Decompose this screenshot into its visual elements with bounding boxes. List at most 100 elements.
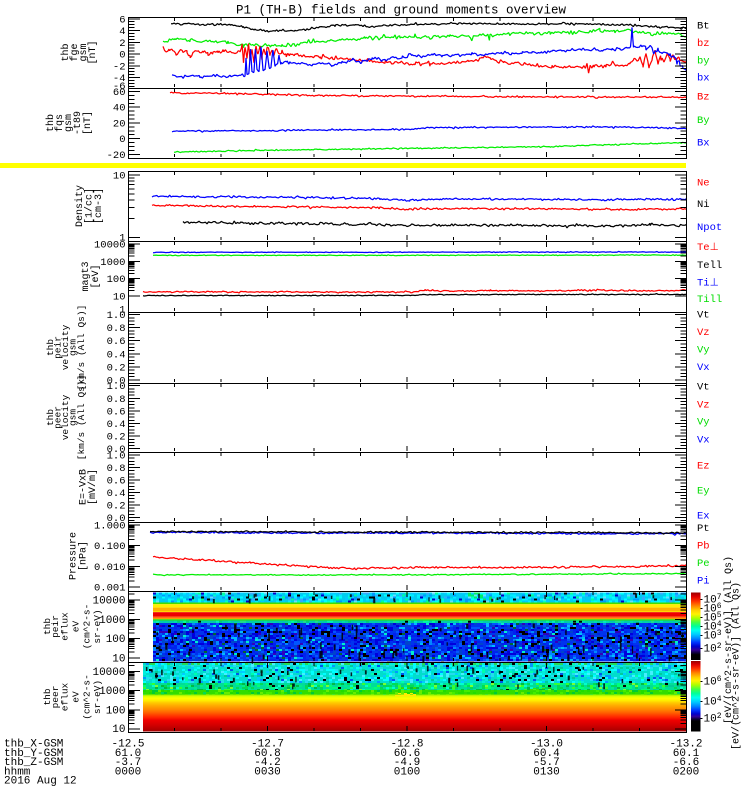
svg-text:Till: Till [697,294,722,306]
svg-text:sr-eV): sr-eV) [92,680,103,714]
svg-text:Vy: Vy [697,345,710,357]
svg-text:thb: thb [45,339,56,356]
svg-text:-13.2: -13.2 [669,739,702,751]
svg-text:gsm: gsm [79,43,90,61]
svg-text:[1/cc]: [1/cc] [84,188,96,224]
svg-text:Ex: Ex [697,511,710,523]
svg-text:1000: 1000 [99,615,125,627]
svg-text:eV: eV [71,691,82,703]
svg-text:[nPa]: [nPa] [78,541,90,571]
svg-text:60.8: 60.8 [254,748,280,760]
svg-text:-t89: -t89 [73,111,84,135]
svg-text:0.4: 0.4 [107,419,126,431]
svg-text:[km/s (All Qs)]: [km/s (All Qs)] [76,305,87,391]
svg-text:thb: thb [45,409,56,426]
svg-text:10000: 10000 [92,667,125,679]
svg-text:0.2: 0.2 [107,500,126,512]
svg-text:0.001: 0.001 [94,583,126,595]
svg-text:gsm: gsm [68,409,79,426]
svg-text:-6.6: -6.6 [673,757,699,769]
svg-text:(cm^2-s-: (cm^2-s- [82,604,93,650]
svg-text:Pi: Pi [697,576,710,588]
svg-text:Vt: Vt [697,310,710,322]
svg-text:Ey: Ey [697,486,710,498]
svg-text:100: 100 [107,274,126,286]
svg-text:[eV/(cm^2-s-sr-eV)] (All Qs): [eV/(cm^2-s-sr-eV)] (All Qs) [731,582,743,750]
svg-text:0.8: 0.8 [107,463,126,475]
svg-text:-13.0: -13.0 [530,739,563,751]
svg-text:0: 0 [119,134,125,146]
svg-text:0.8: 0.8 [107,394,126,406]
svg-text:-4: -4 [113,73,126,85]
svg-text:10: 10 [112,724,125,736]
svg-text:Npot: Npot [697,222,722,234]
svg-text:-5.7: -5.7 [533,757,559,769]
svg-text:1.0: 1.0 [107,451,126,463]
svg-text:bx: bx [697,73,710,85]
svg-text:Vx: Vx [697,435,710,447]
svg-text:thb: thb [42,618,53,635]
svg-text:[mV/m]: [mV/m] [87,469,99,505]
svg-text:60: 60 [113,87,126,99]
svg-text:velocity: velocity [60,324,71,370]
svg-text:magt3: magt3 [81,261,92,291]
svg-text:Bx: Bx [697,138,710,150]
svg-text:Pb: Pb [697,541,710,553]
svg-text:1.0: 1.0 [107,381,126,393]
svg-text:2: 2 [119,38,125,50]
svg-text:[nT]: [nT] [87,40,99,64]
svg-text:0100: 0100 [394,766,420,778]
svg-text:104: 104 [704,695,722,709]
svg-text:10: 10 [113,171,126,183]
svg-text:peer: peer [53,406,64,429]
svg-text:4: 4 [119,26,125,38]
svg-text:0.0: 0.0 [107,513,126,525]
svg-text:-4.2: -4.2 [254,757,280,769]
svg-text:Vx: Vx [697,362,710,374]
svg-text:gsm: gsm [68,339,79,356]
svg-text:0130: 0130 [533,766,559,778]
svg-text:thb_Z-GSM: thb_Z-GSM [4,757,63,769]
svg-text:1000: 1000 [100,257,125,269]
svg-text:0200: 0200 [673,766,699,778]
svg-text:Pt: Pt [697,523,710,535]
svg-text:Pressure: Pressure [69,532,80,580]
svg-text:thb: thb [42,688,53,705]
svg-text:Vz: Vz [697,400,710,412]
svg-text:Te⊥: Te⊥ [697,242,719,254]
svg-text:gsm: gsm [64,114,75,132]
svg-text:peir: peir [53,336,64,359]
svg-text:0.6: 0.6 [107,476,126,488]
svg-text:eV: eV [71,621,82,633]
svg-text:fqs: fqs [54,114,66,132]
svg-text:thb: thb [60,43,72,61]
svg-text:fge: fge [69,43,81,61]
svg-text:(cm^2-s-: (cm^2-s- [82,674,93,720]
svg-text:0.6: 0.6 [107,406,126,418]
svg-text:Bt: Bt [697,21,710,33]
svg-text:Ti⊥: Ti⊥ [697,278,719,290]
svg-text:106: 106 [704,675,722,689]
svg-text:60.4: 60.4 [533,748,560,760]
svg-text:102: 102 [704,712,722,726]
svg-text:-12.8: -12.8 [390,739,423,751]
svg-text:Tell: Tell [697,260,722,272]
svg-text:-6: -6 [113,81,126,93]
svg-text:thb_X-GSM: thb_X-GSM [4,739,63,751]
svg-text:0.4: 0.4 [107,488,126,500]
svg-text:60.1: 60.1 [673,748,700,760]
svg-text:velocity: velocity [60,394,71,440]
svg-text:1.0: 1.0 [107,310,126,322]
svg-text:10: 10 [113,291,126,303]
svg-text:20: 20 [113,118,126,130]
svg-text:1000: 1000 [99,686,125,698]
svg-text:100: 100 [106,634,126,646]
svg-text:Ni: Ni [697,199,710,211]
svg-text:P1 (TH-B) fields and ground mo: P1 (TH-B) fields and ground moments over… [236,4,567,18]
svg-text:103: 103 [704,629,722,643]
svg-text:Ez: Ez [697,461,710,473]
svg-text:0.4: 0.4 [107,349,126,361]
svg-text:2016 Aug 12: 2016 Aug 12 [4,776,77,788]
svg-text:-3.7: -3.7 [115,757,141,769]
svg-text:10000: 10000 [94,240,126,252]
